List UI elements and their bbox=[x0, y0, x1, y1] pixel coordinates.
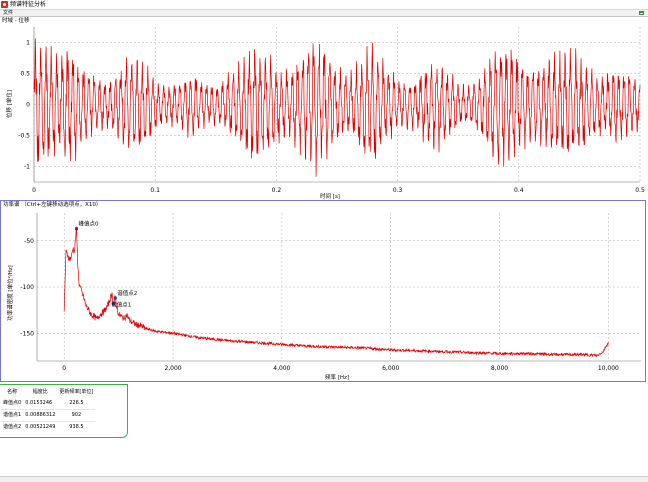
spectrum-peak-marker bbox=[111, 302, 115, 306]
time-x-tick-label: 0.5 bbox=[635, 187, 645, 194]
spectrum-x-tick-label: 2,000 bbox=[164, 365, 181, 372]
table-row[interactable]: 谐值点1 0.00886312 902 bbox=[1, 409, 96, 422]
time-y-tick-label: 0 bbox=[26, 102, 30, 109]
table-header-ratio: 幅度比 bbox=[32, 389, 48, 395]
spectrum-x-tick-label: 10,000 bbox=[598, 365, 619, 372]
time-y-tick-label: -0.5 bbox=[18, 133, 30, 140]
time-y-axis-label: 位移 [单位] bbox=[5, 90, 13, 118]
spectrum-x-tick-label: 4,000 bbox=[273, 365, 290, 372]
window-restore-icon[interactable] bbox=[639, 11, 644, 15]
time-domain-panel-title: 时域 - 位移 bbox=[2, 18, 30, 24]
spectrum-line bbox=[63, 226, 609, 358]
spectrum-y-tick-label: -50 bbox=[24, 238, 34, 245]
spectrum-y-tick-label: -150 bbox=[20, 330, 34, 337]
peak-table: 名称 幅度比 更新频率[单位] 峰值点0 0.0153246 226.5 谐值点… bbox=[1, 387, 96, 434]
spectrum-y-tick-label: -100 bbox=[20, 284, 34, 291]
table-cell: 0.00521249 bbox=[25, 424, 56, 430]
time-y-tick-label: 1 bbox=[26, 40, 30, 47]
window-title: 频谱特征分析 bbox=[10, 1, 47, 8]
spectrum-peak-label: 谐值点1 bbox=[111, 301, 131, 309]
spectrum-peak-marker bbox=[75, 227, 79, 231]
table-cell: 谐值点2 bbox=[3, 424, 22, 430]
time-y-tick-label: -1 bbox=[24, 164, 30, 171]
spectrum-panel: 功率谱 （Ctrl+左键移动选项点，X10） 0 2,000 4,000 6,000 8… bbox=[0, 200, 646, 382]
time-signal-line bbox=[33, 38, 641, 177]
spectrum-panel-title: 功率谱 （Ctrl+左键移动选项点，X10） bbox=[3, 202, 102, 208]
table-row[interactable]: 谐值点2 0.00521249 938.5 bbox=[1, 422, 95, 434]
time-x-axis-label: 时间 [s] bbox=[320, 192, 340, 200]
time-x-tick-label: 0.1 bbox=[150, 187, 160, 194]
time-y-tick-label: 0.5 bbox=[20, 71, 30, 78]
menu-file[interactable]: 文件 bbox=[3, 10, 14, 16]
table-cell: 902 bbox=[57, 409, 96, 422]
status-bar bbox=[0, 476, 648, 482]
spectrum-x-tick-label: 0 bbox=[62, 365, 66, 372]
spectrum-y-axis-label: 功率谱密度 [单位²/Hz] bbox=[6, 265, 14, 321]
window-titlebar: 频谱特征分析 bbox=[0, 0, 648, 10]
table-row[interactable]: 峰值点0 0.0153246 226.5 bbox=[1, 398, 96, 410]
table-cell: 峰值点0 bbox=[1, 398, 24, 410]
time-x-tick-label: 0.3 bbox=[393, 187, 403, 194]
spectrum-x-tick-label: 6,000 bbox=[382, 365, 399, 372]
table-header-frequency: 更新频率[单位] bbox=[59, 389, 94, 395]
table-cell: 938.5 bbox=[69, 424, 84, 430]
time-x-tick-label: 0.2 bbox=[272, 187, 282, 194]
table-cell: 226.5 bbox=[57, 398, 96, 410]
time-domain-panel: 时域 - 位移 0 0.1 0.2 0.3 0.4 0.5 1 0.5 0 -0.5 -1 时间 [… bbox=[0, 17, 648, 200]
menu-bar: 文件 bbox=[0, 10, 648, 17]
time-domain-chart[interactable]: 0 0.1 0.2 0.3 0.4 0.5 1 0.5 0 -0.5 -1 时间 [s] 位移 [单… bbox=[0, 17, 648, 200]
spectrum-x-tick-label: 8,000 bbox=[491, 365, 508, 372]
table-cell: 0.00886312 bbox=[23, 409, 58, 422]
spectrum-peak-label: 峰值点0 bbox=[79, 220, 100, 228]
peak-table-frame: 名称 幅度比 更新频率[单位] 峰值点0 0.0153246 226.5 谐值点… bbox=[0, 384, 128, 438]
app-logo-icon bbox=[1, 1, 8, 8]
time-x-tick-label: 0 bbox=[32, 187, 36, 194]
spectrum-x-axis-label: 频率 [Hz] bbox=[325, 373, 349, 381]
table-cell: 0.0153246 bbox=[23, 398, 58, 410]
table-cell: 谐值点1 bbox=[1, 409, 24, 422]
spectrum-chart[interactable]: 0 2,000 4,000 6,000 8,000 10,000 -50 -100 -150 峰… bbox=[1, 201, 645, 381]
table-header-name: 名称 bbox=[7, 389, 18, 395]
spectrum-peak-marker bbox=[113, 296, 117, 300]
spectrum-peak-label: 谐值点2 bbox=[117, 289, 137, 297]
time-x-tick-label: 0.4 bbox=[514, 187, 524, 194]
